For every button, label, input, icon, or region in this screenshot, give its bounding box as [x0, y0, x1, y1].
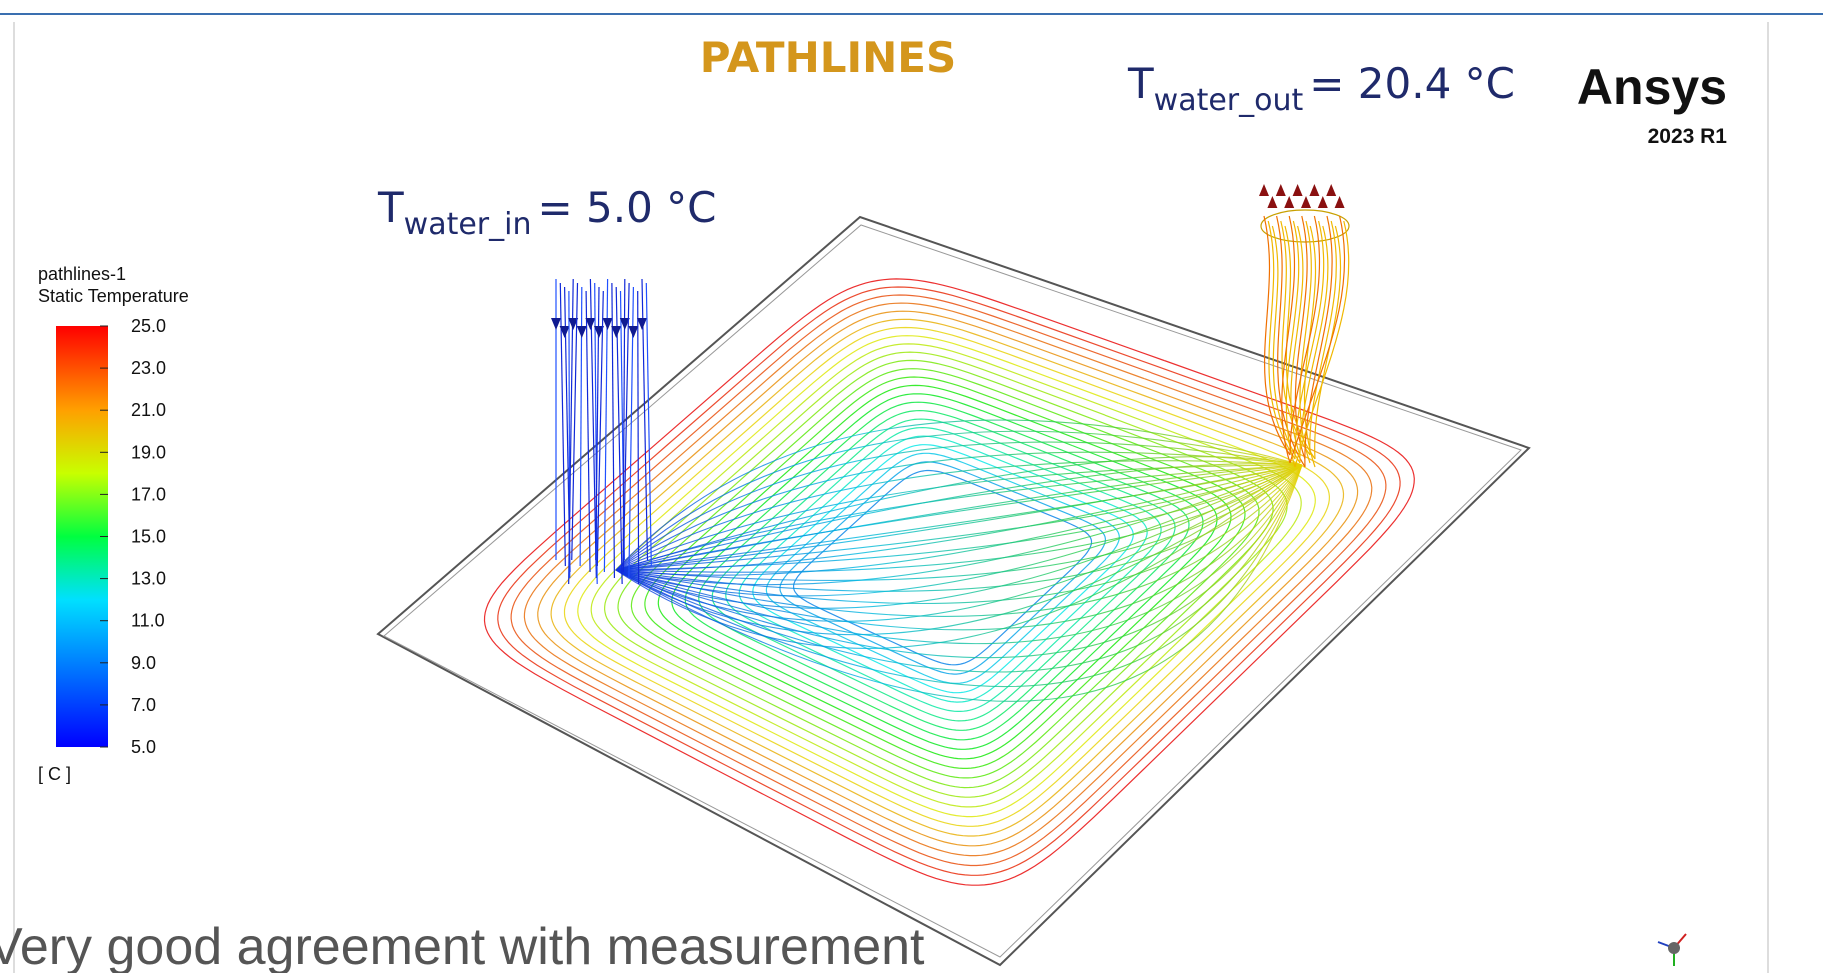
pathline — [616, 465, 1302, 570]
pathlines — [485, 184, 1415, 885]
tick-label: 13.0 — [131, 569, 166, 589]
axis-triad — [1658, 934, 1686, 966]
pathline — [616, 465, 1302, 570]
tick-label: 11.0 — [131, 611, 165, 631]
tick-label: 21.0 — [131, 400, 166, 420]
arrow-head — [1326, 184, 1336, 196]
pathline — [616, 465, 1302, 570]
subscript: water_in — [404, 207, 532, 242]
arrow-head — [1335, 196, 1345, 208]
arrow-head — [1276, 184, 1286, 196]
tick-label: 5.0 — [131, 737, 156, 757]
arrow-head — [628, 326, 638, 338]
arrow-head — [1309, 184, 1319, 196]
arrow-head — [637, 318, 647, 330]
legend-unit: [ C ] — [38, 764, 71, 784]
arrow-head — [551, 318, 561, 330]
pathline — [616, 465, 1302, 570]
pathline — [616, 465, 1302, 570]
logo-version: 2023 R1 — [1648, 125, 1728, 148]
outlet-label: Twater_out= 20.4 °C — [1127, 59, 1515, 118]
tick-label: 25.0 — [131, 316, 166, 336]
arrow-head — [577, 326, 587, 338]
inlet-line — [586, 291, 590, 572]
footer-text: Very good agreement with measurement — [0, 918, 925, 973]
slide: PATHLINES Twater_out= 20.4 °C Twater_in=… — [0, 0, 1823, 973]
arrow-head — [603, 318, 613, 330]
plate-outline — [378, 217, 1529, 965]
arrow-head — [1267, 196, 1277, 208]
pathline — [616, 465, 1302, 570]
arrow-head — [1259, 184, 1269, 196]
legend-subtitle: Static Temperature — [38, 286, 189, 306]
symbol: T — [377, 183, 404, 232]
pathline — [616, 465, 1302, 570]
arrow-head — [1284, 196, 1294, 208]
pathline — [616, 465, 1302, 570]
symbol: T — [1127, 59, 1154, 108]
legend-title: pathlines-1 — [38, 264, 126, 284]
tick-label: 23.0 — [131, 358, 166, 378]
value: = 5.0 °C — [537, 183, 716, 232]
tick-label: 9.0 — [131, 653, 156, 673]
pathline — [551, 319, 1343, 836]
pathline — [616, 465, 1302, 644]
value: = 20.4 °C — [1309, 59, 1515, 108]
logo: Ansys — [1577, 59, 1727, 115]
pathline — [616, 465, 1302, 570]
title: PATHLINES — [700, 33, 956, 82]
legend-ticks: 25.0 23.0 21.0 19.0 17.0 15.0 13.0 11.0 9.0 7.0 5.… — [100, 316, 166, 757]
page: PATHLINES Twater_out= 20.4 °C Twater_in=… — [0, 0, 1823, 973]
inlet-label: Twater_in= 5.0 °C — [377, 183, 717, 242]
tick-label: 15.0 — [131, 527, 166, 547]
tick-label: 19.0 — [131, 442, 166, 462]
subscript: water_out — [1154, 83, 1304, 118]
arrow-head — [1318, 196, 1328, 208]
tick-label: 7.0 — [131, 695, 156, 715]
pathline — [578, 336, 1316, 817]
inlet-line — [560, 283, 565, 566]
arrow-head — [1293, 184, 1303, 196]
inlet-line — [638, 291, 639, 584]
tick-label: 17.0 — [131, 484, 166, 504]
arrow-head — [1301, 196, 1311, 208]
